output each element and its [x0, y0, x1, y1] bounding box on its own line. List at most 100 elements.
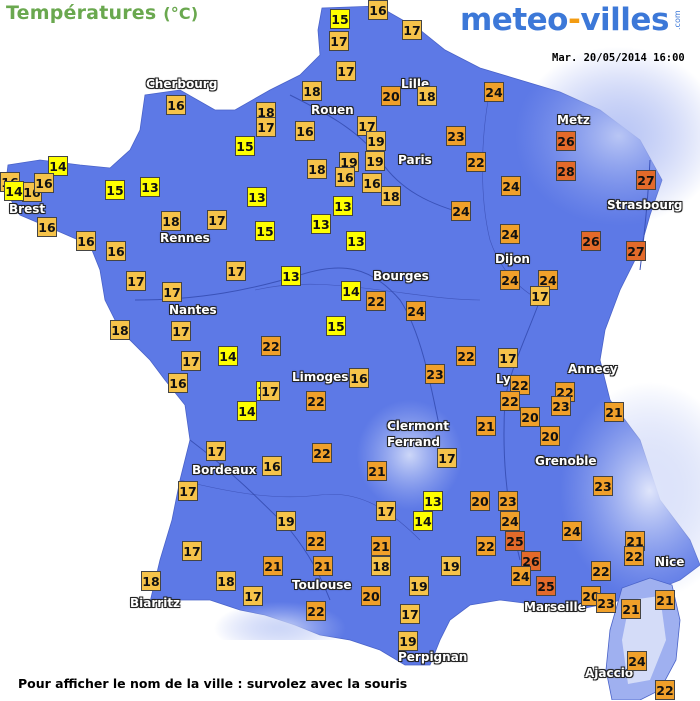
temperature-marker[interactable]: 16 — [37, 217, 57, 237]
temperature-marker[interactable]: 17 — [178, 481, 198, 501]
temperature-marker[interactable]: 26 — [581, 231, 601, 251]
temperature-marker[interactable]: 24 — [562, 521, 582, 541]
temperature-marker[interactable]: 16 — [76, 231, 96, 251]
temperature-marker[interactable]: 22 — [510, 375, 530, 395]
site-logo[interactable]: meteo-villes — [460, 2, 669, 38]
temperature-marker[interactable]: 23 — [446, 126, 466, 146]
city-label[interactable]: Ferrand — [387, 435, 440, 449]
temperature-marker[interactable]: 20 — [520, 407, 540, 427]
temperature-marker[interactable]: 14 — [4, 181, 24, 201]
temperature-marker[interactable]: 13 — [281, 266, 301, 286]
temperature-marker[interactable]: 16 — [335, 167, 355, 187]
temperature-marker[interactable]: 19 — [365, 151, 385, 171]
temperature-marker[interactable]: 16 — [106, 241, 126, 261]
temperature-marker[interactable]: 16 — [34, 173, 54, 193]
temperature-marker[interactable]: 21 — [313, 556, 333, 576]
temperature-marker[interactable]: 22 — [655, 680, 675, 700]
temperature-marker[interactable]: 22 — [366, 291, 386, 311]
temperature-marker[interactable]: 22 — [312, 443, 332, 463]
temperature-marker[interactable]: 20 — [381, 86, 401, 106]
temperature-marker[interactable]: 17 — [171, 321, 191, 341]
city-label[interactable]: Ajaccio — [585, 666, 634, 680]
temperature-marker[interactable]: 21 — [367, 461, 387, 481]
city-label[interactable]: Bourges — [373, 269, 429, 283]
temperature-marker[interactable]: 17 — [400, 604, 420, 624]
city-label[interactable]: Grenoble — [535, 454, 597, 468]
temperature-marker[interactable]: 19 — [398, 631, 418, 651]
city-label[interactable]: Toulouse — [292, 578, 352, 592]
temperature-marker[interactable]: 14 — [413, 511, 433, 531]
temperature-marker[interactable]: 27 — [626, 241, 646, 261]
city-label[interactable]: Dijon — [495, 252, 530, 266]
city-label[interactable]: Brest — [9, 202, 46, 216]
temperature-marker[interactable]: 13 — [346, 231, 366, 251]
temperature-marker[interactable]: 18 — [161, 211, 181, 231]
temperature-marker[interactable]: 14 — [48, 156, 68, 176]
temperature-marker[interactable]: 24 — [484, 82, 504, 102]
temperature-marker[interactable]: 16 — [262, 456, 282, 476]
temperature-marker[interactable]: 16 — [349, 368, 369, 388]
temperature-marker[interactable]: 17 — [162, 282, 182, 302]
city-label[interactable]: Rouen — [311, 103, 354, 117]
temperature-marker[interactable]: 23 — [596, 593, 616, 613]
temperature-marker[interactable]: 18 — [216, 571, 236, 591]
temperature-marker[interactable]: 24 — [500, 511, 520, 531]
temperature-marker[interactable]: 13 — [423, 491, 443, 511]
city-label[interactable]: Nantes — [169, 303, 217, 317]
city-label[interactable]: Bordeaux — [192, 463, 257, 477]
temperature-marker[interactable]: 21 — [263, 556, 283, 576]
temperature-marker[interactable]: 13 — [333, 196, 353, 216]
temperature-marker[interactable]: 20 — [540, 426, 560, 446]
temperature-marker[interactable]: 19 — [366, 131, 386, 151]
city-label[interactable]: Clermont — [387, 419, 450, 433]
temperature-marker[interactable]: 16 — [368, 0, 388, 20]
temperature-marker[interactable]: 17 — [336, 61, 356, 81]
temperature-marker[interactable]: 22 — [466, 152, 486, 172]
temperature-marker[interactable]: 13 — [247, 187, 267, 207]
city-label[interactable]: Annecy — [568, 362, 618, 376]
temperature-marker[interactable]: 18 — [302, 81, 322, 101]
temperature-marker[interactable]: 15 — [255, 221, 275, 241]
temperature-marker[interactable]: 17 — [530, 286, 550, 306]
temperature-marker[interactable]: 21 — [476, 416, 496, 436]
temperature-marker[interactable]: 23 — [425, 364, 445, 384]
temperature-marker[interactable]: 15 — [235, 136, 255, 156]
city-label[interactable]: Strasbourg — [607, 198, 683, 212]
temperature-marker[interactable]: 24 — [500, 224, 520, 244]
temperature-marker[interactable]: 24 — [500, 270, 520, 290]
temperature-marker[interactable]: 15 — [105, 180, 125, 200]
temperature-marker[interactable]: 22 — [476, 536, 496, 556]
temperature-marker[interactable]: 24 — [501, 176, 521, 196]
temperature-marker[interactable]: 20 — [361, 586, 381, 606]
temperature-marker[interactable]: 16 — [362, 173, 382, 193]
temperature-marker[interactable]: 17 — [329, 31, 349, 51]
temperature-marker[interactable]: 24 — [451, 201, 471, 221]
city-label[interactable]: Marseille — [524, 600, 586, 614]
temperature-marker[interactable]: 18 — [307, 159, 327, 179]
temperature-marker[interactable]: 24 — [406, 301, 426, 321]
temperature-marker[interactable]: 13 — [140, 177, 160, 197]
temperature-marker[interactable]: 17 — [181, 351, 201, 371]
temperature-marker[interactable]: 26 — [556, 131, 576, 151]
temperature-marker[interactable]: 17 — [376, 501, 396, 521]
temperature-marker[interactable]: 25 — [505, 531, 525, 551]
temperature-marker[interactable]: 17 — [182, 541, 202, 561]
temperature-marker[interactable]: 18 — [417, 86, 437, 106]
temperature-marker[interactable]: 17 — [206, 441, 226, 461]
temperature-marker[interactable]: 23 — [498, 491, 518, 511]
temperature-marker[interactable]: 21 — [371, 536, 391, 556]
temperature-marker[interactable]: 18 — [110, 320, 130, 340]
temperature-marker[interactable]: 26 — [521, 551, 541, 571]
temperature-marker[interactable]: 24 — [511, 566, 531, 586]
temperature-marker[interactable]: 16 — [295, 121, 315, 141]
temperature-marker[interactable]: 22 — [306, 391, 326, 411]
temperature-marker[interactable]: 23 — [551, 396, 571, 416]
temperature-marker[interactable]: 17 — [498, 348, 518, 368]
temperature-marker[interactable]: 18 — [381, 186, 401, 206]
temperature-marker[interactable]: 17 — [256, 117, 276, 137]
temperature-marker[interactable]: 16 — [166, 95, 186, 115]
temperature-marker[interactable]: 16 — [168, 373, 188, 393]
temperature-marker[interactable]: 15 — [330, 9, 350, 29]
temperature-marker[interactable]: 14 — [218, 346, 238, 366]
temperature-marker[interactable]: 22 — [591, 561, 611, 581]
